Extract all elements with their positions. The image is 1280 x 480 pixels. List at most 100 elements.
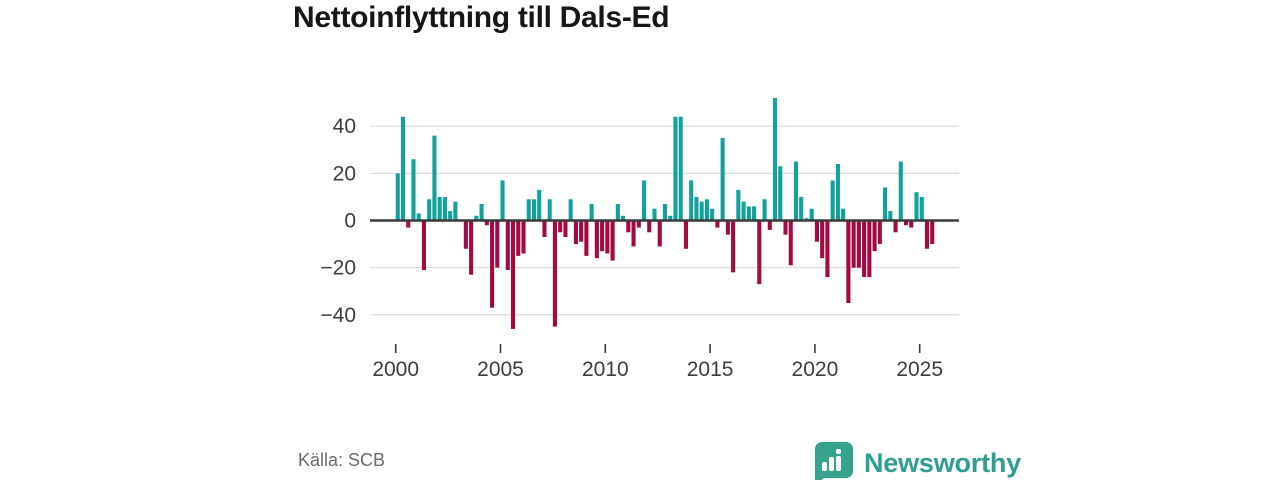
newsworthy-logo: Newsworthy [813,440,1021,480]
bar [772,97,778,221]
x-tick-label: 2010 [582,358,629,381]
bar [568,199,573,221]
bar [715,220,720,228]
bar [888,211,893,221]
bar [416,213,421,221]
bar [673,116,678,221]
bar [610,220,615,261]
bar [406,220,411,228]
bar [662,204,668,221]
bar [505,220,510,270]
bar [573,220,578,245]
bar [820,220,825,259]
logo-dot [836,449,841,454]
bar [652,208,657,221]
bar [474,215,479,221]
bar [720,138,725,221]
bar [752,206,757,221]
bar [846,220,851,303]
bar [903,220,909,226]
bar [862,220,867,278]
bar [421,220,426,270]
bar [657,220,662,247]
bar [594,220,599,259]
bar [668,215,673,221]
bar [631,220,636,247]
bar [898,161,903,221]
logo-bar-2 [829,457,834,471]
bar [725,220,730,235]
bar [799,196,804,221]
bar [778,166,783,221]
bar [883,187,888,221]
bar [453,201,458,221]
bar [479,204,484,221]
bar [746,206,751,221]
bar [579,220,584,242]
logo-bar-3 [836,456,841,471]
bar [893,220,898,233]
bar [437,196,442,221]
bar [909,220,914,228]
bar [552,220,557,327]
bar [814,220,819,242]
bar [793,161,799,221]
bar [621,215,626,221]
logo-bar-1 [822,462,827,471]
bar [924,220,930,249]
bar [809,208,814,221]
bar [605,220,610,254]
bar [510,220,516,329]
bar [490,220,495,308]
bar [500,180,505,221]
bar [919,196,924,221]
bar [762,199,767,221]
bar [448,211,453,221]
x-tick-label: 2005 [477,358,524,381]
bar [731,220,736,273]
bar [783,220,788,235]
bar [427,199,432,221]
y-tick-label: −20 [320,257,356,280]
bar [563,220,568,237]
bar [704,199,709,221]
bar [835,163,840,221]
bar [516,220,521,256]
bar [641,180,647,221]
bar [930,220,935,245]
newsworthy-wordmark: Newsworthy [864,447,1022,478]
bar [547,199,552,221]
y-tick-label: −40 [320,304,356,327]
bar [872,220,877,252]
bar [877,220,882,245]
bar [469,220,474,275]
bar [741,201,746,221]
bar [851,220,856,268]
bar [600,220,605,252]
bar [537,189,542,221]
bar [521,220,526,254]
chart-title: Nettoinflyttning till Dals-Ed [293,1,670,34]
x-tick-label: 2020 [792,358,839,381]
bar [788,220,793,266]
bar [395,173,400,221]
bar [841,208,846,221]
y-tick-label: 40 [333,115,356,138]
bar [442,196,447,221]
bar [400,116,406,221]
source-label: Källa: SCB [298,450,386,470]
x-tick-label: 2015 [687,358,734,381]
bar [411,159,416,221]
bar [710,208,715,221]
bar [683,220,688,249]
bar [914,192,919,221]
bar [678,116,683,221]
bar [647,220,652,233]
bar [767,220,772,230]
bar [584,220,589,256]
bar [689,180,694,221]
bar [736,189,741,221]
bar [699,201,704,221]
